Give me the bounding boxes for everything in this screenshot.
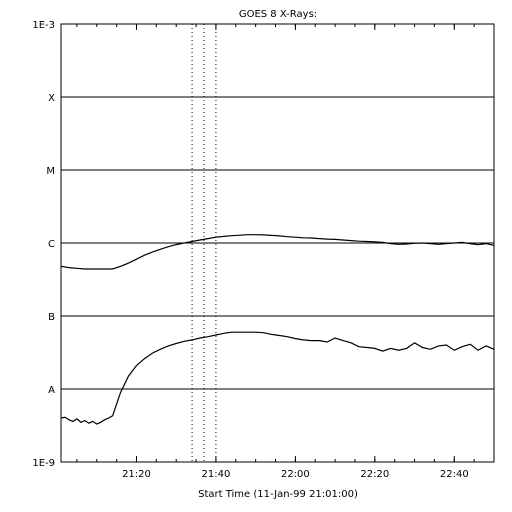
y-tick-label: X <box>48 93 55 104</box>
x-tick-label: 21:40 <box>202 469 231 480</box>
x-axis-label: Start Time (11-Jan-99 21:01:00) <box>198 489 358 500</box>
series-group <box>60 234 495 425</box>
x-axis-ticks: 21:20 21:40 22:00 22:20 22:40 <box>76 24 495 480</box>
y-tick-label: 1E-9 <box>32 458 55 469</box>
y-tick-label: 1E-3 <box>32 20 55 31</box>
y-tick-label: C <box>48 239 55 250</box>
y-tick-label: A <box>48 385 55 396</box>
y-tick-label: B <box>48 312 55 323</box>
x-tick-label: 22:00 <box>281 469 310 480</box>
x-tick-label: 22:40 <box>440 469 469 480</box>
y-axis-labels: 1E-3 X M C B A 1E-9 <box>32 20 55 469</box>
y-tick-label: M <box>46 166 55 177</box>
x-tick-label: 22:20 <box>360 469 389 480</box>
series-line-0 <box>60 234 495 270</box>
series-line-1 <box>60 331 495 425</box>
x-tick-label: 21:20 <box>122 469 151 480</box>
chart-title: GOES 8 X-Rays: <box>239 9 317 20</box>
